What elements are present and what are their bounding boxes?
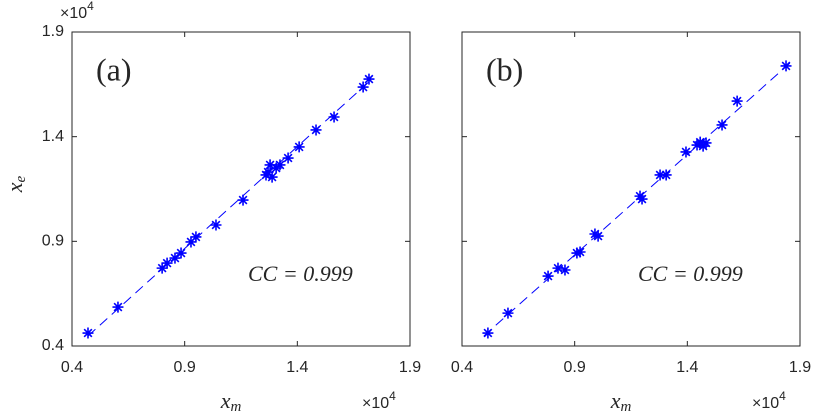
point xyxy=(190,231,202,243)
fit-line xyxy=(87,79,372,337)
exponent-base: ×10 xyxy=(362,395,389,412)
x-tick-label: 0.9 xyxy=(174,359,196,376)
x-exponent: ×104 xyxy=(752,389,786,412)
point xyxy=(82,327,94,339)
point xyxy=(680,146,692,158)
point xyxy=(654,169,666,181)
point xyxy=(574,246,586,258)
point xyxy=(502,307,514,319)
point xyxy=(542,270,554,282)
point xyxy=(482,327,494,339)
point xyxy=(780,60,792,72)
point xyxy=(175,247,187,259)
annotation: CC = 0.999 xyxy=(638,261,743,286)
x-exponent: ×104 xyxy=(362,389,396,412)
point xyxy=(156,262,168,274)
point xyxy=(363,73,375,85)
point xyxy=(559,264,571,276)
point xyxy=(310,124,322,136)
axes-box xyxy=(71,31,411,347)
label-sub: m xyxy=(230,399,241,412)
point xyxy=(660,169,672,181)
x-tick-label: 0.9 xyxy=(564,359,586,376)
y-axis-label: xe xyxy=(2,175,29,193)
x-tick-label: 0.4 xyxy=(451,359,473,376)
point xyxy=(700,137,712,149)
point xyxy=(266,171,278,183)
fit-line xyxy=(483,62,791,337)
point xyxy=(571,247,583,259)
y-tick-label: 0.9 xyxy=(42,233,64,250)
exponent-power: 4 xyxy=(389,389,396,403)
point xyxy=(357,81,369,93)
label-base: x xyxy=(610,388,621,412)
point xyxy=(552,262,564,274)
point xyxy=(264,159,276,171)
point xyxy=(185,236,197,248)
point xyxy=(112,301,124,313)
label-base: x xyxy=(220,388,231,412)
point xyxy=(161,257,173,269)
x-tick-label: 1.9 xyxy=(789,359,811,376)
exponent-base: ×10 xyxy=(60,5,87,22)
exponent-power: 4 xyxy=(779,389,786,403)
x-tick-label: 1.4 xyxy=(286,359,308,376)
point xyxy=(210,219,222,231)
x-tick-label: 0.4 xyxy=(61,359,83,376)
label-base: x xyxy=(2,182,27,193)
y-exponent: ×104 xyxy=(60,0,94,22)
panel-label: (a) xyxy=(96,51,132,87)
point xyxy=(169,252,181,264)
exponent-base: ×10 xyxy=(752,395,779,412)
y-tick-label: 0.4 xyxy=(42,337,64,354)
y-tick-label: 1.4 xyxy=(42,128,64,145)
annotation: CC = 0.999 xyxy=(248,261,353,286)
point xyxy=(731,95,743,107)
point xyxy=(328,111,340,123)
x-tick-label: 1.4 xyxy=(676,359,698,376)
point xyxy=(716,119,728,131)
label-sub: m xyxy=(620,399,631,412)
axes-box xyxy=(461,31,801,347)
point xyxy=(636,193,648,205)
point xyxy=(293,141,305,153)
exponent-power: 4 xyxy=(87,0,94,13)
y-tick-label: 1.9 xyxy=(42,23,64,40)
panel-label: (b) xyxy=(486,51,523,87)
point xyxy=(274,159,286,171)
point xyxy=(592,230,604,242)
label-sub: e xyxy=(13,175,29,182)
point xyxy=(237,194,249,206)
x-axis-label: xm xyxy=(610,388,632,412)
x-axis-label: xm xyxy=(220,388,242,412)
x-tick-label: 1.9 xyxy=(399,359,421,376)
point xyxy=(282,152,294,164)
point xyxy=(262,166,274,178)
